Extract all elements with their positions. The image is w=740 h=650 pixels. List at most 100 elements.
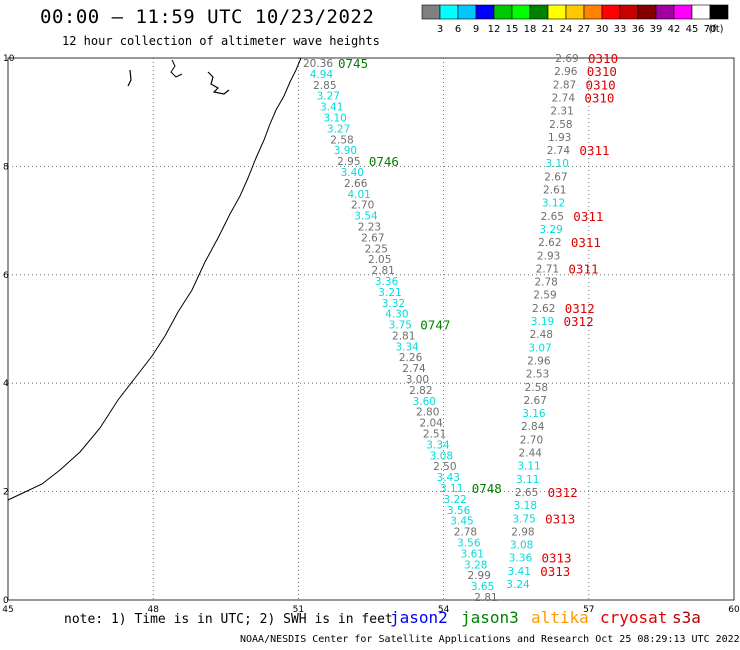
pass-time-label: 0310 bbox=[584, 90, 614, 105]
wave-height-label: 2.80 bbox=[416, 407, 439, 419]
wave-height-label: 3.56 bbox=[457, 538, 481, 550]
y-tick-label: 2 bbox=[3, 488, 9, 498]
wave-height-label: 2.25 bbox=[365, 243, 388, 255]
wave-height-label: 3.11 bbox=[517, 461, 540, 473]
wave-height-label: 3.41 bbox=[320, 102, 343, 114]
wave-height-label: 4.94 bbox=[310, 69, 334, 81]
wave-height-label: 3.40 bbox=[341, 167, 364, 179]
pass-time-label: 0311 bbox=[568, 261, 598, 276]
wave-height-label: 3.34 bbox=[426, 439, 450, 451]
x-tick-label: 60 bbox=[728, 605, 740, 615]
wave-height-label: 3.19 bbox=[531, 316, 554, 328]
wave-height-label: 2.05 bbox=[368, 254, 391, 266]
pass-time-label: 0313 bbox=[545, 511, 575, 526]
wave-height-label: 2.74 bbox=[547, 145, 571, 157]
wave-height-label: 2.67 bbox=[544, 171, 567, 183]
wave-height-label: 3.45 bbox=[450, 516, 473, 528]
legend-label: 39 bbox=[650, 24, 663, 35]
wave-height-label: 3.11 bbox=[516, 474, 539, 486]
wave-height-label: 3.90 bbox=[334, 145, 357, 157]
x-tick-label: 45 bbox=[2, 605, 13, 615]
y-tick-label: 0 bbox=[3, 596, 9, 606]
pass-time-label: 0310 bbox=[587, 64, 617, 79]
wave-height-label: 2.95 bbox=[337, 156, 360, 168]
y-tick-label: 6 bbox=[3, 271, 9, 281]
legend-swatch bbox=[709, 4, 729, 20]
wave-height-label: 3.11 bbox=[440, 483, 463, 495]
pass-time-label: 0748 bbox=[472, 481, 502, 496]
wave-height-label: 3.00 bbox=[406, 374, 429, 386]
wave-height-label: 2.50 bbox=[433, 461, 456, 473]
wave-height-label: 2.59 bbox=[533, 290, 556, 302]
y-tick-label: 8 bbox=[3, 162, 9, 172]
wave-height-label: 3.27 bbox=[317, 91, 340, 103]
wave-height-label: 3.54 bbox=[354, 211, 378, 223]
wave-height-label: 3.36 bbox=[509, 553, 533, 565]
wave-height-label: 2.66 bbox=[344, 178, 368, 190]
satellite-cryosat: cryosat bbox=[600, 608, 668, 627]
wave-height-label: 2.74 bbox=[552, 92, 576, 104]
legend-label: 18 bbox=[524, 24, 537, 35]
wave-height-label: 2.70 bbox=[520, 434, 543, 446]
wave-height-label: 2.62 bbox=[532, 303, 555, 315]
wave-height-label: 3.12 bbox=[542, 198, 565, 210]
wave-height-label: 3.60 bbox=[413, 396, 436, 408]
legend-label: 21 bbox=[542, 24, 555, 35]
pass-time-label: 0312 bbox=[565, 301, 595, 316]
wave-height-label: 2.23 bbox=[358, 221, 381, 233]
wave-height-label: 2.99 bbox=[467, 570, 490, 582]
pass-time-label: 0745 bbox=[338, 56, 368, 71]
wave-height-label: 4.01 bbox=[347, 189, 370, 201]
wave-height-label: 2.78 bbox=[534, 277, 557, 289]
legend-label: 9 bbox=[473, 24, 479, 35]
legend-label: 24 bbox=[560, 24, 573, 35]
x-tick-label: 48 bbox=[147, 605, 159, 615]
legend-label: 3 bbox=[437, 24, 443, 35]
wave-height-label: 3.56 bbox=[447, 505, 471, 517]
pass-time-label: 0313 bbox=[541, 551, 571, 566]
map-title: 00:00 – 11:59 UTC 10/23/2022 bbox=[40, 6, 375, 28]
wave-height-label: 3.24 bbox=[506, 579, 530, 591]
satellite-altika: altika bbox=[531, 608, 589, 627]
legend-unit: (ft) bbox=[708, 24, 723, 35]
legend-label: 33 bbox=[614, 24, 627, 35]
wave-height-label: 20.36 bbox=[303, 58, 333, 70]
legend-label: 12 bbox=[488, 24, 501, 35]
satellite-jason3: jason3 bbox=[461, 608, 519, 627]
wave-height-label: 2.31 bbox=[550, 106, 573, 118]
wave-height-label: 2.82 bbox=[409, 385, 432, 397]
y-tick-label: 4 bbox=[3, 379, 9, 389]
wave-height-label: 2.65 bbox=[515, 487, 538, 499]
y-tick-label: 10 bbox=[3, 54, 15, 64]
wave-height-label: 3.07 bbox=[528, 342, 551, 354]
wave-height-label: 3.08 bbox=[430, 450, 453, 462]
wave-height-label: 3.65 bbox=[471, 581, 494, 593]
pass-time-label: 0311 bbox=[579, 143, 609, 158]
wave-height-label: 3.18 bbox=[514, 500, 537, 512]
pass-time-label: 0312 bbox=[564, 314, 594, 329]
wave-height-label: 3.43 bbox=[437, 472, 460, 484]
wave-height-label: 2.04 bbox=[419, 418, 443, 430]
footer-note: note: 1) Time is in UTC; 2) SWH is in fe… bbox=[64, 612, 393, 627]
wave-height-label: 3.41 bbox=[508, 566, 531, 578]
wave-height-label: 2.93 bbox=[537, 250, 560, 262]
wave-height-label: 3.61 bbox=[461, 548, 484, 560]
wave-height-label: 3.32 bbox=[382, 298, 405, 310]
pass-time-label: 0746 bbox=[369, 154, 399, 169]
x-tick-label: 54 bbox=[438, 605, 450, 615]
wave-height-label: 2.58 bbox=[525, 382, 548, 394]
legend-label: 27 bbox=[578, 24, 591, 35]
wave-height-label: 2.58 bbox=[330, 134, 353, 146]
wave-height-label: 2.51 bbox=[423, 429, 446, 441]
wave-height-label: 3.34 bbox=[395, 341, 419, 353]
pass-time-label: 0310 bbox=[586, 77, 616, 92]
map-frame bbox=[7, 57, 735, 601]
pass-time-label: 0310 bbox=[588, 51, 618, 66]
wave-height-label: 2.81 bbox=[474, 592, 497, 604]
pass-time-label: 0311 bbox=[571, 235, 601, 250]
wave-height-label: 2.26 bbox=[399, 352, 423, 364]
pass-time-label: 0747 bbox=[420, 318, 450, 333]
legend-label: 42 bbox=[668, 24, 681, 35]
wave-height-label: 2.44 bbox=[519, 448, 543, 460]
